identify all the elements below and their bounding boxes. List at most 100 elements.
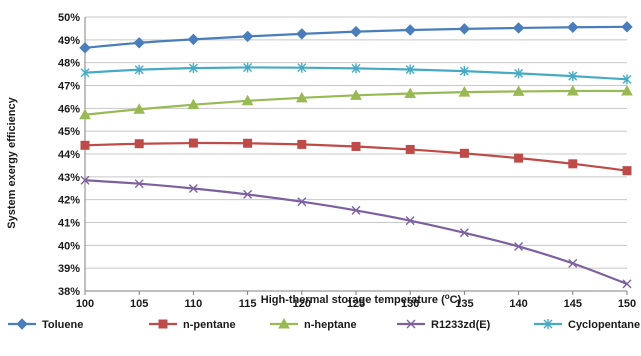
- y-tick-label: 40%: [58, 240, 80, 252]
- data-point-toluene: [241, 30, 254, 43]
- legend-label-n-pentane: n-pentane: [183, 319, 236, 331]
- y-tick-label: 44%: [58, 149, 80, 161]
- x-tick-label: 110: [185, 298, 203, 310]
- data-point-n-pentane: [243, 138, 253, 148]
- data-point-n-pentane: [622, 166, 632, 176]
- legend-item-n-pentane: n-pentane: [149, 319, 236, 331]
- x-tick-label: 140: [509, 298, 527, 310]
- legend-marker-n-pentane: [158, 319, 168, 329]
- x-tick-label: 135: [455, 298, 473, 310]
- data-point-n-heptane: [187, 98, 200, 110]
- data-point-r1233zd-e: [568, 258, 578, 268]
- x-tick-labels: 100 105 110 115 120 125 130 135 140 145 150: [76, 298, 636, 310]
- data-point-r1233zd-e: [297, 197, 307, 207]
- x-tick-label: 120: [293, 298, 311, 310]
- data-point-n-heptane: [295, 91, 308, 103]
- series-n-pentane: [80, 138, 632, 176]
- data-point-n-pentane: [351, 141, 361, 151]
- data-point-n-heptane: [458, 86, 471, 97]
- data-point-cyclopentane: [351, 63, 361, 74]
- data-point-n-heptane: [79, 108, 91, 120]
- data-point-r1233zd-e: [134, 179, 144, 189]
- data-point-toluene: [187, 33, 200, 46]
- y-tick-label: 42%: [58, 195, 80, 207]
- y-tick-label: 50%: [58, 12, 80, 24]
- y-tick-label: 45%: [58, 126, 80, 138]
- data-point-r1233zd-e: [622, 279, 632, 289]
- legend-item-toluene: Toluene: [8, 318, 83, 331]
- x-axis-title-end: C): [450, 294, 462, 306]
- legend-marker-n-heptane: [278, 317, 290, 329]
- data-point-n-pentane: [568, 159, 578, 169]
- data-point-n-heptane: [133, 103, 146, 114]
- x-axis-title: High-thermal storage temperature (oC): [261, 292, 462, 306]
- data-point-toluene: [567, 21, 579, 33]
- data-point-toluene: [458, 23, 471, 35]
- y-tick-label: 41%: [58, 218, 80, 230]
- legend-label-cyclopentane: Cyclopentane: [568, 319, 640, 331]
- series-cyclopentane: [80, 62, 632, 85]
- data-point-toluene: [512, 22, 525, 34]
- data-point-n-pentane: [405, 144, 415, 154]
- series-r1233zd-e: [80, 175, 632, 289]
- data-point-toluene: [350, 25, 362, 38]
- data-point-toluene: [621, 21, 633, 33]
- y-tick-label: 43%: [58, 172, 80, 184]
- data-point-cyclopentane: [622, 74, 632, 85]
- data-point-r1233zd-e: [243, 189, 253, 199]
- data-point-n-heptane: [241, 94, 254, 106]
- legend-marker-toluene: [16, 318, 28, 330]
- legend-label-n-heptane: n-heptane: [304, 319, 357, 331]
- legend-marker-cyclopentane: [543, 319, 553, 329]
- data-point-n-pentane: [514, 153, 524, 163]
- data-point-toluene: [296, 28, 308, 40]
- data-point-r1233zd-e: [459, 228, 469, 238]
- series-lines: [79, 21, 633, 289]
- data-point-cyclopentane: [568, 71, 578, 82]
- legend-marker-r1233zd-e: [406, 319, 416, 329]
- x-tick-label: 105: [130, 298, 148, 310]
- data-point-cyclopentane: [80, 67, 90, 78]
- y-tick-labels: 38% 39% 40% 41% 42% 43% 44% 45% 46% 47% 48% 49% 50%: [58, 12, 80, 298]
- data-point-n-heptane: [350, 89, 362, 100]
- data-point-cyclopentane: [297, 62, 307, 73]
- data-point-cyclopentane: [405, 64, 415, 75]
- gridlines: [85, 16, 627, 292]
- series-toluene: [79, 21, 633, 54]
- legend: Toluene n-pentane n-heptane R1233zd(E) Cyclo…: [8, 317, 640, 331]
- x-tick-label: 100: [76, 298, 94, 310]
- data-point-cyclopentane: [188, 63, 198, 74]
- data-point-n-pentane: [459, 148, 469, 158]
- y-tick-label: 46%: [58, 103, 80, 115]
- y-tick-label: 49%: [58, 35, 80, 47]
- data-point-toluene: [404, 24, 416, 36]
- data-point-n-heptane: [404, 87, 417, 98]
- data-point-n-pentane: [134, 139, 144, 149]
- y-tick-label: 48%: [58, 58, 80, 70]
- data-point-n-heptane: [512, 85, 525, 96]
- data-point-n-heptane: [566, 84, 579, 96]
- data-point-toluene: [79, 42, 91, 54]
- y-tick-label: 39%: [58, 263, 80, 275]
- data-point-cyclopentane: [459, 66, 469, 77]
- x-tick-label: 115: [239, 298, 257, 310]
- y-tick-label: 47%: [58, 81, 80, 93]
- x-axis-title-unit: o: [445, 292, 450, 301]
- data-point-n-pentane: [80, 140, 90, 150]
- axes: [84, 17, 628, 295]
- data-point-cyclopentane: [243, 62, 253, 73]
- legend-item-n-heptane: n-heptane: [270, 317, 357, 331]
- y-tick-label: 38%: [58, 286, 80, 298]
- legend-label-toluene: Toluene: [42, 319, 83, 331]
- data-point-cyclopentane: [514, 68, 524, 79]
- data-point-r1233zd-e: [405, 216, 415, 226]
- x-tick-label: 130: [401, 298, 419, 310]
- data-point-r1233zd-e: [80, 175, 90, 185]
- data-point-n-heptane: [621, 84, 633, 96]
- data-point-r1233zd-e: [188, 183, 198, 193]
- x-tick-label: 145: [564, 298, 582, 310]
- legend-item-cyclopentane: Cyclopentane: [534, 319, 640, 331]
- x-tick-label: 150: [618, 298, 636, 310]
- legend-item-r1233zd-e: R1233zd(E): [397, 319, 491, 331]
